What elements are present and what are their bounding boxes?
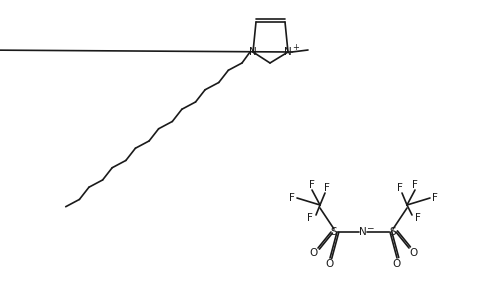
Text: N: N [359, 227, 367, 237]
Text: F: F [289, 193, 295, 203]
Text: S: S [331, 227, 337, 237]
Text: N: N [284, 47, 292, 57]
Text: O: O [326, 259, 334, 269]
Text: S: S [389, 227, 396, 237]
Text: F: F [324, 183, 330, 193]
Text: O: O [410, 248, 418, 258]
Text: F: F [309, 180, 315, 190]
Text: F: F [432, 193, 438, 203]
Text: O: O [393, 259, 401, 269]
Text: O: O [309, 248, 317, 258]
Text: F: F [412, 180, 418, 190]
Text: F: F [415, 213, 421, 223]
Text: +: + [293, 43, 299, 51]
Text: −: − [366, 224, 374, 233]
Text: F: F [307, 213, 313, 223]
Text: F: F [397, 183, 403, 193]
Text: N: N [249, 47, 257, 57]
